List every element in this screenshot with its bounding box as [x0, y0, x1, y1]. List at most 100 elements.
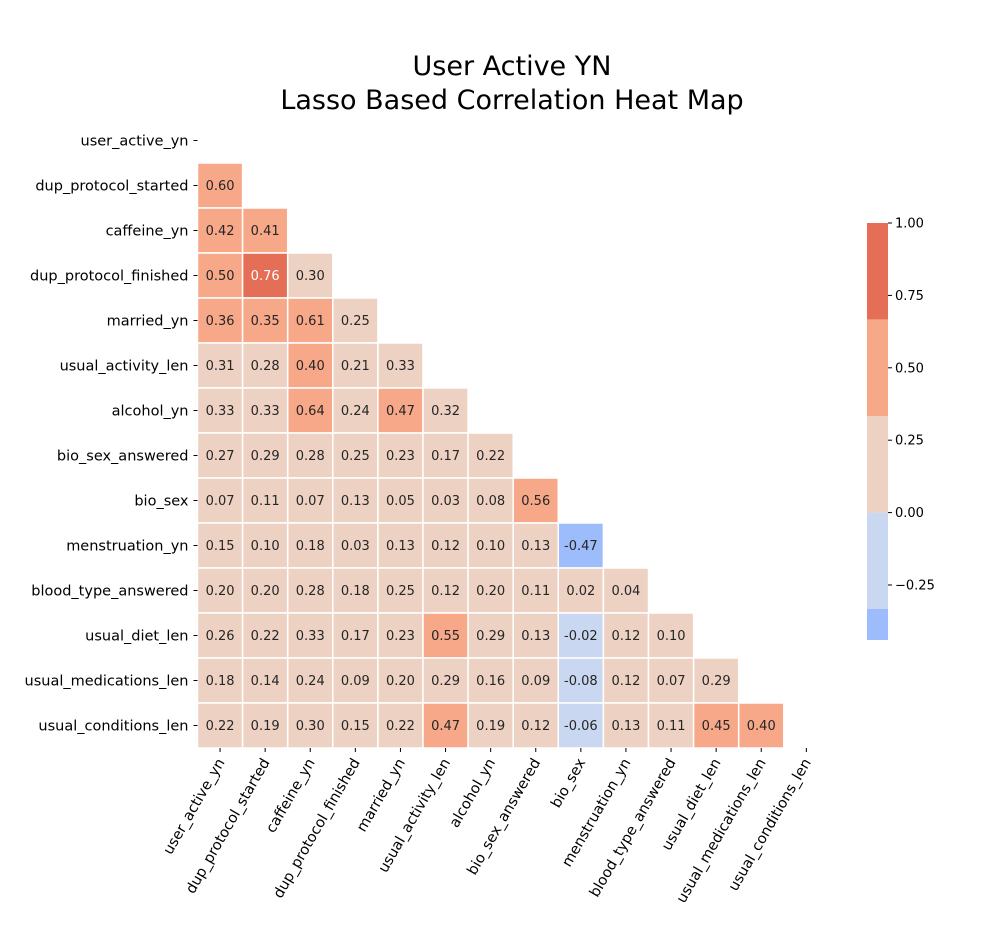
heatmap-cell: [557, 522, 605, 569]
cell-value-label: 0.42: [206, 224, 235, 239]
colorbar-tick-label: −0.25: [895, 578, 935, 593]
cell-value-label: 0.13: [521, 629, 550, 644]
heatmap-cell: [332, 297, 379, 344]
cell-value-label: 0.27: [206, 449, 235, 464]
heatmap-cell: [332, 612, 379, 659]
cell-value-label: 0.56: [521, 494, 550, 509]
cell-value-label: 0.16: [476, 674, 505, 689]
y-tick-label: dup_protocol_finished: [30, 269, 188, 285]
cell-value-label: 0.32: [431, 404, 460, 419]
cell-value-label: 0.18: [341, 584, 370, 599]
x-tick-label: usual_conditions_len: [726, 756, 815, 894]
cell-value-label: 0.47: [386, 404, 415, 419]
heatmap-cell: [196, 657, 244, 704]
heatmap-cell: [602, 657, 650, 704]
heatmap-cell: [196, 522, 244, 569]
heatmap-cell: [286, 477, 334, 524]
colorbar-tick-label: 0.00: [895, 506, 924, 521]
cell-value-label: 0.12: [611, 674, 640, 689]
cell-value-label: 0.15: [206, 539, 235, 554]
y-tick-label: bio_sex: [134, 494, 189, 510]
heatmap-cell: [422, 612, 469, 659]
heatmap-cell: [422, 387, 469, 434]
cell-value-label: 0.19: [476, 719, 505, 734]
heatmap-cell: [286, 657, 334, 704]
cell-value-label: 0.24: [341, 404, 370, 419]
y-tick-label: usual_medications_len: [25, 674, 189, 690]
heatmap-cell: [557, 612, 605, 659]
y-tick-label: alcohol_yn: [112, 404, 189, 420]
heatmap-cell: [557, 567, 605, 614]
cell-value-label: 0.23: [386, 629, 415, 644]
cell-value-label: 0.29: [251, 449, 280, 464]
cell-value-label: 0.11: [251, 494, 280, 509]
cell-value-label: 0.19: [251, 719, 280, 734]
cell-value-label: 0.76: [251, 269, 280, 284]
cell-value-label: 0.26: [206, 629, 235, 644]
heatmap-cell: [602, 702, 650, 749]
cell-value-label: 0.22: [476, 449, 505, 464]
cell-value-label: 0.33: [251, 404, 280, 419]
heatmap-cell: [332, 567, 379, 614]
cell-value-label: 0.13: [611, 719, 640, 734]
cell-value-label: 0.07: [296, 494, 325, 509]
colorbar: 1.00 0.75 0.50 0.25 0.00 −0.25: [867, 217, 935, 640]
cell-value-label: 0.11: [657, 719, 686, 734]
cell-value-label: 0.23: [386, 449, 415, 464]
cell-value-label: 0.61: [296, 314, 325, 329]
cell-value-label: 0.50: [206, 269, 235, 284]
cell-value-label: 0.13: [386, 539, 415, 554]
colorbar-segment: [867, 319, 888, 417]
heatmap-cell: [286, 702, 334, 749]
heatmap-cell: [737, 702, 785, 749]
x-tick-label: alcohol_yn: [447, 756, 499, 831]
heatmap-cell: [467, 657, 514, 704]
cell-value-label: 0.12: [521, 719, 550, 734]
y-tick-label: usual_conditions_len: [38, 719, 188, 735]
x-tick-label: usual_medications_len: [674, 756, 770, 906]
cell-value-label: 0.12: [431, 584, 460, 599]
heatmap-cell: [647, 612, 695, 659]
cell-value-label: 0.24: [296, 674, 325, 689]
heatmap-cell: [422, 567, 469, 614]
heatmap-cell: [286, 567, 334, 614]
heatmap-cell: [241, 387, 289, 434]
cell-value-label: 0.02: [566, 584, 595, 599]
cell-value-label: 0.30: [296, 269, 325, 284]
cell-value-label: 0.10: [251, 539, 280, 554]
heatmap-cell: [377, 387, 424, 434]
heatmap-cell: [332, 387, 379, 434]
heatmap-cell: [557, 657, 605, 704]
x-tick-label: blood_type_answered: [587, 756, 679, 900]
heatmap-cell: [196, 432, 244, 479]
heatmap-cell: [286, 252, 334, 299]
cell-value-label: 0.10: [657, 629, 686, 644]
heatmap-cell: [332, 702, 379, 749]
heatmap-cell: [241, 342, 289, 389]
cell-value-label: 0.09: [341, 674, 370, 689]
heatmap-cell: [422, 657, 469, 704]
cell-value-label: 0.30: [296, 719, 325, 734]
heatmap-cell: [647, 657, 695, 704]
y-tick-label: bio_sex_answered: [57, 449, 189, 465]
cell-value-label: 0.14: [251, 674, 280, 689]
cell-value-label: 0.11: [521, 584, 550, 599]
cell-value-label: 0.07: [657, 674, 686, 689]
cell-value-label: 0.41: [251, 224, 280, 239]
y-tick-labels: user_active_yn dup_protocol_startedcaffei…: [25, 134, 198, 735]
heatmap-cells: 0.60 0.42 0.41 0.50 0.76 0.30 0.36 0.35 0.61 0.25…: [196, 162, 785, 749]
heatmap-cell: [241, 567, 289, 614]
y-tick-label: usual_activity_len: [60, 359, 189, 375]
cell-value-label: 0.03: [431, 494, 460, 509]
colorbar-segment: [867, 223, 888, 320]
y-tick-label: dup_protocol_started: [35, 179, 188, 195]
x-tick-labels: user_active_yndup_protocol_startedcaffei…: [161, 748, 815, 906]
cell-value-label: 0.33: [386, 359, 415, 374]
cell-value-label: 0.13: [521, 539, 550, 554]
cell-value-label: 0.22: [386, 719, 415, 734]
cell-value-label: 0.64: [296, 404, 325, 419]
cell-value-label: -0.47: [564, 539, 598, 554]
cell-value-label: 0.28: [296, 584, 325, 599]
heatmap-cell: [241, 657, 289, 704]
